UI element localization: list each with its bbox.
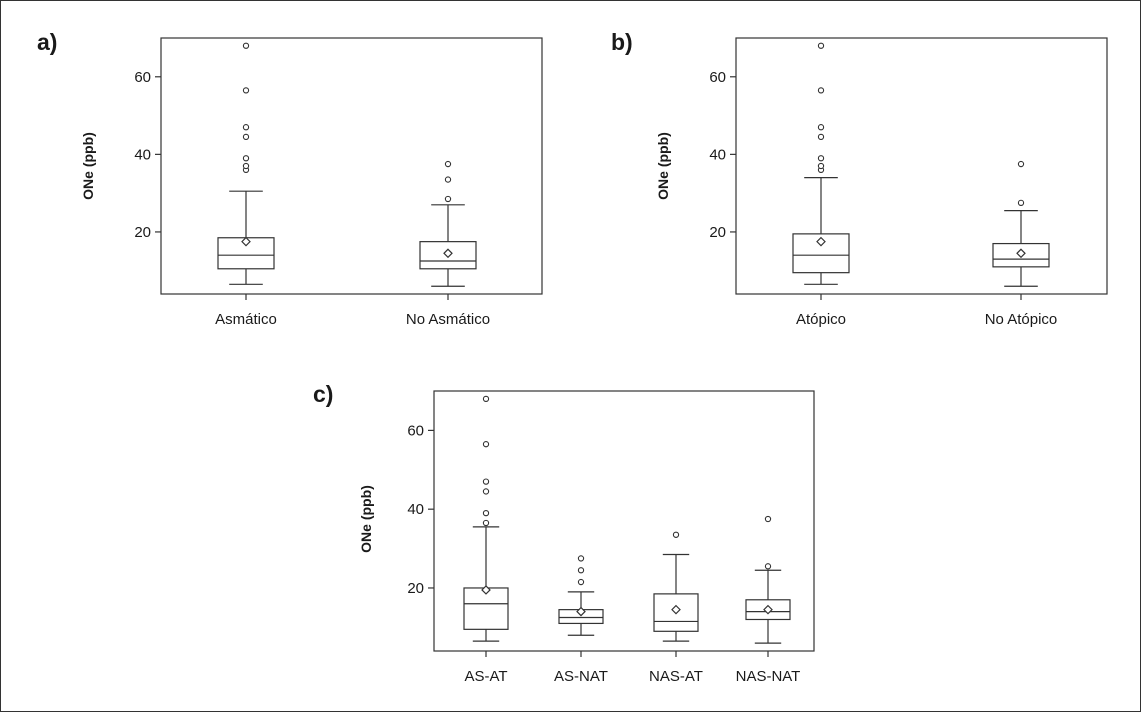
y-axis-label: ONe (ppb) bbox=[80, 132, 96, 200]
outlier-point bbox=[817, 87, 825, 94]
outlier-point bbox=[1017, 160, 1025, 168]
plot-frame bbox=[160, 37, 543, 295]
y-tick-label: 20 bbox=[709, 224, 726, 241]
category-label: AS-AT bbox=[464, 668, 507, 685]
mean-marker bbox=[763, 604, 773, 615]
mean-marker bbox=[1016, 248, 1026, 259]
category-label: Atópico bbox=[796, 311, 846, 328]
outlier-point bbox=[577, 555, 585, 562]
category-label: No Atópico bbox=[985, 311, 1058, 328]
category-label: AS-NAT bbox=[554, 668, 608, 685]
outlier-point bbox=[764, 515, 772, 523]
iqr-box bbox=[217, 237, 275, 270]
outlier-point bbox=[482, 441, 490, 448]
outlier-point bbox=[817, 133, 825, 141]
outlier-point bbox=[242, 42, 250, 49]
y-axis-label: ONe (ppb) bbox=[358, 485, 374, 553]
panel-label-b: b) bbox=[611, 29, 633, 55]
y-tick-label: 40 bbox=[134, 146, 151, 163]
y-tick-label: 60 bbox=[407, 422, 424, 439]
category-label: NAS-AT bbox=[649, 668, 703, 685]
y-tick-label: 40 bbox=[407, 501, 424, 518]
mean-marker bbox=[576, 606, 586, 617]
y-axis-label: ONe (ppb) bbox=[655, 132, 671, 200]
y-tick-label: 40 bbox=[709, 146, 726, 163]
mean-marker bbox=[241, 236, 251, 247]
mean-marker bbox=[481, 585, 491, 595]
outlier-point bbox=[577, 578, 585, 586]
y-tick-label: 60 bbox=[134, 69, 151, 86]
y-tick-label: 60 bbox=[709, 69, 726, 86]
outlier-point bbox=[817, 124, 825, 131]
panel-label-a: a) bbox=[37, 29, 58, 55]
category-label: No Asmático bbox=[406, 311, 490, 328]
outlier-point bbox=[242, 133, 250, 141]
outlier-point bbox=[764, 563, 772, 570]
outlier-point bbox=[577, 567, 585, 574]
outlier-point bbox=[242, 124, 250, 131]
outlier-point bbox=[242, 162, 250, 170]
outlier-point bbox=[444, 176, 452, 183]
outlier-point bbox=[242, 155, 250, 162]
outlier-point bbox=[672, 531, 680, 538]
outlier-point bbox=[482, 478, 490, 485]
mean-marker bbox=[816, 236, 826, 247]
outlier-point bbox=[817, 155, 825, 162]
outlier-point bbox=[444, 195, 452, 203]
y-tick-label: 20 bbox=[134, 224, 151, 241]
panel-label-c: c) bbox=[313, 381, 334, 407]
outlier-point bbox=[1017, 199, 1025, 206]
outlier-point bbox=[482, 509, 490, 517]
outlier-point bbox=[482, 395, 490, 403]
plot-frame bbox=[433, 390, 815, 652]
category-label: NAS-NAT bbox=[736, 668, 801, 685]
outlier-point bbox=[242, 87, 250, 94]
outlier-point bbox=[482, 519, 490, 527]
mean-marker bbox=[443, 248, 453, 259]
outlier-point bbox=[817, 42, 825, 49]
y-tick-label: 20 bbox=[407, 580, 424, 597]
mean-marker bbox=[671, 604, 681, 615]
outlier-point bbox=[817, 162, 825, 170]
outlier-point bbox=[444, 160, 452, 168]
category-label: Asmático bbox=[215, 311, 277, 328]
outlier-point bbox=[482, 488, 490, 495]
plot-frame bbox=[735, 37, 1108, 295]
